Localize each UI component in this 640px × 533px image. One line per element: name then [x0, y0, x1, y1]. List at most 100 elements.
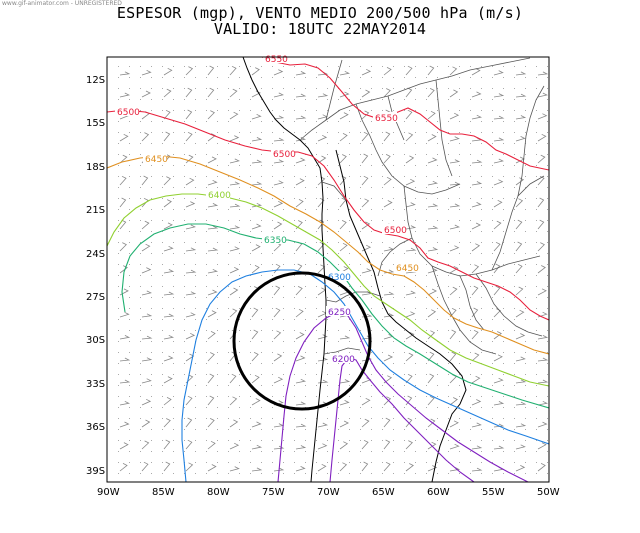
grid-dot: [283, 363, 284, 364]
wind-barb: [493, 423, 505, 428]
grid-dot: [316, 374, 317, 375]
grid-dot: [173, 308, 174, 309]
grid-dot: [327, 264, 328, 265]
grid-dot: [239, 440, 240, 441]
wind-barb: [141, 220, 150, 230]
grid-dot: [393, 66, 394, 67]
grid-dot: [448, 297, 449, 298]
wind-barb: [515, 219, 523, 230]
grid-dot: [261, 66, 262, 67]
grid-dot: [338, 154, 339, 155]
wind-barb: [449, 224, 460, 230]
grid-dot: [426, 429, 427, 430]
grid-dot: [525, 132, 526, 133]
wind-barb: [141, 378, 152, 384]
contour-6300-line: [181, 269, 549, 482]
grid-dot: [327, 319, 328, 320]
grid-dot: [283, 385, 284, 386]
grid-dot: [470, 407, 471, 408]
grid-dot: [525, 264, 526, 265]
grid-dot: [470, 209, 471, 210]
grid-dot: [547, 429, 548, 430]
grid-dot: [206, 110, 207, 111]
grid-dot: [503, 341, 504, 342]
grid-dot: [228, 473, 229, 474]
grid-dot: [217, 352, 218, 353]
grid-dot: [470, 99, 471, 100]
contour-label-6500-east: 6500: [384, 226, 407, 236]
grid-dot: [360, 198, 361, 199]
grid-dot: [140, 473, 141, 474]
grid-dot: [239, 341, 240, 342]
grid-dot: [360, 264, 361, 265]
contour-6450-line: [107, 155, 549, 355]
grid-dot: [514, 462, 515, 463]
grid-dot: [437, 396, 438, 397]
grid-dot: [393, 330, 394, 331]
grid-dot: [129, 132, 130, 133]
wind-barb: [185, 353, 195, 362]
wind-barb: [405, 311, 416, 318]
grid-dot: [151, 363, 152, 364]
grid-dot: [338, 385, 339, 386]
grid-dot: [459, 341, 460, 342]
grid-dot: [272, 319, 273, 320]
grid-dot: [206, 363, 207, 364]
grid-dot: [437, 110, 438, 111]
wind-barb: [339, 379, 351, 384]
wind-barb: [493, 199, 503, 208]
grid-dot: [470, 198, 471, 199]
grid-dot: [514, 220, 515, 221]
grid-dot: [305, 330, 306, 331]
wind-barb: [427, 351, 435, 362]
wind-barb: [207, 373, 215, 384]
grid-dot: [217, 385, 218, 386]
grid-dot: [536, 341, 537, 342]
grid-dot: [503, 66, 504, 67]
grid-dot: [481, 319, 482, 320]
grid-dot: [371, 88, 372, 89]
grid-dot: [371, 165, 372, 166]
grid-dot: [349, 352, 350, 353]
wind-barb: [537, 357, 549, 362]
grid-dot: [437, 66, 438, 67]
grid-dot: [470, 440, 471, 441]
grid-dot: [294, 132, 295, 133]
grid-dot: [261, 154, 262, 155]
grid-dot: [239, 209, 240, 210]
wind-barb: [295, 286, 303, 296]
grid-dot: [327, 198, 328, 199]
grid-dot: [173, 330, 174, 331]
wind-barb: [405, 463, 414, 472]
wind-barb: [295, 466, 306, 472]
grid-dot: [162, 473, 163, 474]
grid-dot: [261, 363, 262, 364]
grid-dot: [415, 396, 416, 397]
grid-dot: [305, 396, 306, 397]
grid-dot: [492, 352, 493, 353]
grid-dot: [239, 176, 240, 177]
grid-dot: [349, 88, 350, 89]
grid-dot: [459, 418, 460, 419]
grid-dot: [481, 407, 482, 408]
grid-dot: [503, 143, 504, 144]
grid-dot: [151, 308, 152, 309]
grid-dot: [525, 231, 526, 232]
grid-dot: [371, 220, 372, 221]
contour-6550-line: [261, 57, 549, 171]
wind-barb: [141, 69, 152, 76]
grid-dot: [272, 451, 273, 452]
grid-dot: [162, 286, 163, 287]
wind-barb: [229, 181, 241, 186]
grid-dot: [415, 451, 416, 452]
grid-dot: [536, 286, 537, 287]
grid-dot: [481, 297, 482, 298]
grid-dot: [470, 330, 471, 331]
grid-dot: [448, 253, 449, 254]
grid-dot: [173, 407, 174, 408]
grid-dot: [514, 319, 515, 320]
grid-dot: [371, 143, 372, 144]
wind-barb: [427, 395, 435, 406]
grid-dot: [327, 429, 328, 430]
grid-dot: [448, 88, 449, 89]
